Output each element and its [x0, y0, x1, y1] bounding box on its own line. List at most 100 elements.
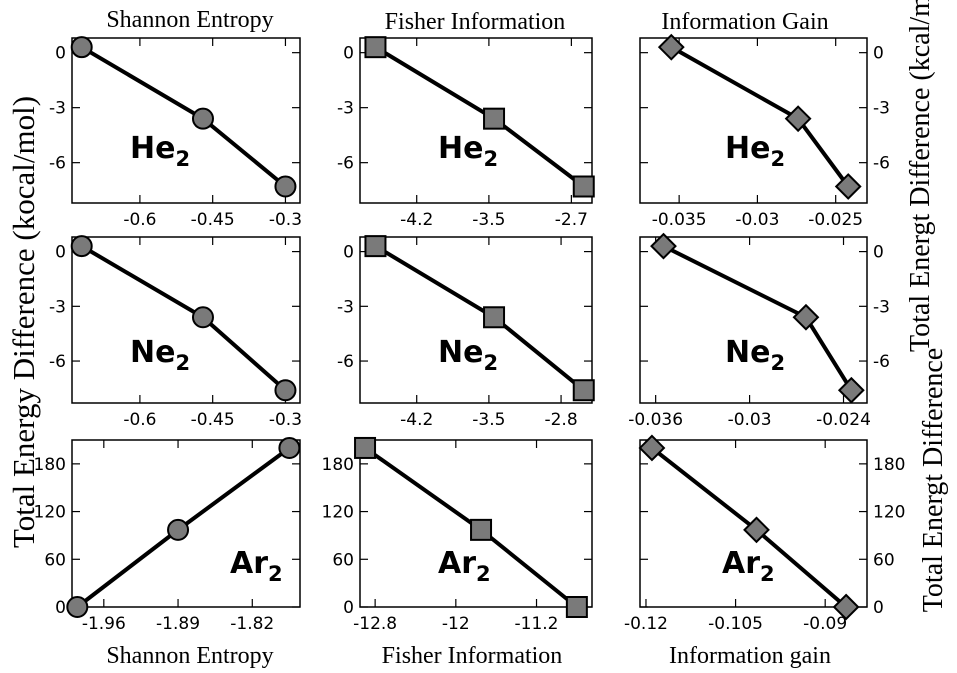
y-tick-label: 0 [343, 598, 354, 618]
y-tick-label: -6 [873, 352, 890, 372]
panel-ne-diamond: -0.036 -0.03 -0.024 0 -3 -6 Ne2 [628, 232, 890, 430]
y-tick-label: 0 [55, 598, 66, 618]
y-tick-label: 120 [873, 503, 905, 523]
data-point-circle [70, 36, 93, 59]
y-tick-label: 120 [322, 503, 354, 523]
data-point-circle [191, 107, 214, 130]
molecule-label: Ne2 [725, 335, 785, 375]
data-point-circle [70, 235, 93, 258]
x-tick-label: -3.5 [472, 410, 505, 430]
data-point-circle [274, 379, 297, 402]
molecule-label: Ar2 [230, 546, 283, 586]
plot-frame [359, 37, 593, 204]
data-point-square [565, 596, 588, 618]
y-tick-label: 180 [34, 455, 66, 475]
y-tick-label: 0 [55, 44, 66, 64]
data-point-diamond [837, 376, 865, 404]
molecule-label: He2 [130, 131, 190, 171]
y-tick-label: 180 [322, 455, 354, 475]
y-tick-label: -6 [49, 352, 66, 372]
y-tick-label: 120 [34, 503, 66, 523]
x-tick-label: -0.105 [708, 614, 763, 634]
panel-he-square: -4.2 -3.5 -2.7 0 -3 -6 He2 [337, 36, 595, 230]
y-tick-label: -6 [873, 154, 890, 174]
plot-frame [71, 37, 301, 204]
x-tick-label: -0.6 [123, 210, 156, 230]
plot-frame [639, 439, 868, 608]
molecule-label: Ne2 [438, 335, 498, 375]
y-tick-label: 60 [44, 550, 66, 570]
y-tick-label: -3 [49, 297, 66, 317]
x-label-shannon: Shannon Entropy [106, 643, 273, 669]
x-tick-label: -2.8 [544, 410, 577, 430]
y-tick-label: -3 [337, 297, 354, 317]
panel-ar-diamond: -0.12 -0.105 -0.09 0 60 120 180 Ar2 [624, 434, 905, 634]
x-tick-label: -0.09 [803, 614, 847, 634]
data-point-diamond [650, 232, 677, 260]
data-point-circle [191, 306, 214, 329]
molecule-label: He2 [725, 131, 785, 171]
molecule-label: Ar2 [722, 546, 775, 586]
data-point-diamond [657, 33, 685, 61]
y-tick-label: -3 [873, 297, 890, 317]
data-point-diamond [638, 434, 666, 462]
x-tick-label: -0.03 [735, 210, 779, 230]
x-tick-label: -0.03 [728, 410, 772, 430]
panel-he-diamond: -0.035 -0.03 -0.025 0 -3 -6 He2 [639, 33, 890, 230]
x-label-information-gain: Information gain [669, 643, 831, 669]
panel-he-circle: -0.6 -0.45 -0.3 0 -3 -6 He2 [49, 36, 302, 230]
x-tick-label: -12.8 [353, 614, 397, 634]
data-point-square [364, 36, 387, 59]
right-y-axis-label-top: Total Energt Difference (kcal/mol) [905, 0, 936, 352]
x-tick-label: -11.2 [515, 614, 559, 634]
panel-ne-square: -4.2 -3.5 -2.8 0 -3 -6 Ne2 [337, 235, 595, 430]
x-tick-label: -4.2 [400, 410, 433, 430]
y-tick-label: -3 [49, 99, 66, 119]
y-tick-label: 60 [873, 550, 895, 570]
data-point-square [483, 107, 506, 130]
x-tick-label: -1.89 [156, 614, 200, 634]
x-tick-label: -0.036 [628, 410, 683, 430]
y-tick-label: -6 [49, 154, 66, 174]
y-tick-label: 0 [343, 44, 354, 64]
x-tick-label: -0.45 [191, 210, 235, 230]
data-point-circle [274, 175, 297, 198]
y-tick-label: 0 [343, 243, 354, 263]
x-tick-label: -0.024 [816, 410, 871, 430]
x-tick-label: -12 [442, 614, 470, 634]
y-tick-label: 60 [332, 550, 354, 570]
data-point-circle [278, 436, 301, 459]
data-point-square [572, 379, 595, 402]
plot-frame [639, 236, 868, 404]
x-tick-label: -0.3 [269, 210, 302, 230]
data-point-diamond [784, 105, 812, 133]
x-tick-label: -0.025 [808, 210, 863, 230]
data-point-diamond [834, 173, 862, 200]
y-tick-label: 0 [873, 243, 884, 263]
y-tick-label: 0 [873, 44, 884, 64]
y-tick-label: -3 [873, 99, 890, 119]
x-tick-label: -1.82 [230, 614, 274, 634]
x-tick-label: -4.2 [400, 210, 433, 230]
y-tick-label: -6 [337, 352, 354, 372]
data-point-diamond [743, 516, 770, 544]
top-title-information-gain: Information Gain [661, 9, 828, 35]
plot-frame [639, 37, 868, 204]
top-title-shannon: Shannon Entropy [106, 7, 273, 33]
top-title-fisher: Fisher Information [385, 9, 566, 35]
plot-frame [359, 439, 593, 608]
x-tick-label: -1.96 [82, 614, 126, 634]
x-tick-label: -0.035 [652, 210, 707, 230]
data-point-circle [66, 596, 89, 618]
plot-frame [71, 236, 301, 404]
data-point-diamond [832, 593, 860, 621]
y-tick-label: -3 [337, 99, 354, 119]
data-point-square [364, 235, 387, 258]
x-tick-label: -0.6 [123, 410, 156, 430]
y-tick-label: 180 [873, 455, 905, 475]
y-tick-label: -6 [337, 154, 354, 174]
x-tick-label: -2.7 [555, 210, 588, 230]
data-point-square [572, 175, 595, 198]
x-label-fisher: Fisher Information [382, 643, 563, 669]
